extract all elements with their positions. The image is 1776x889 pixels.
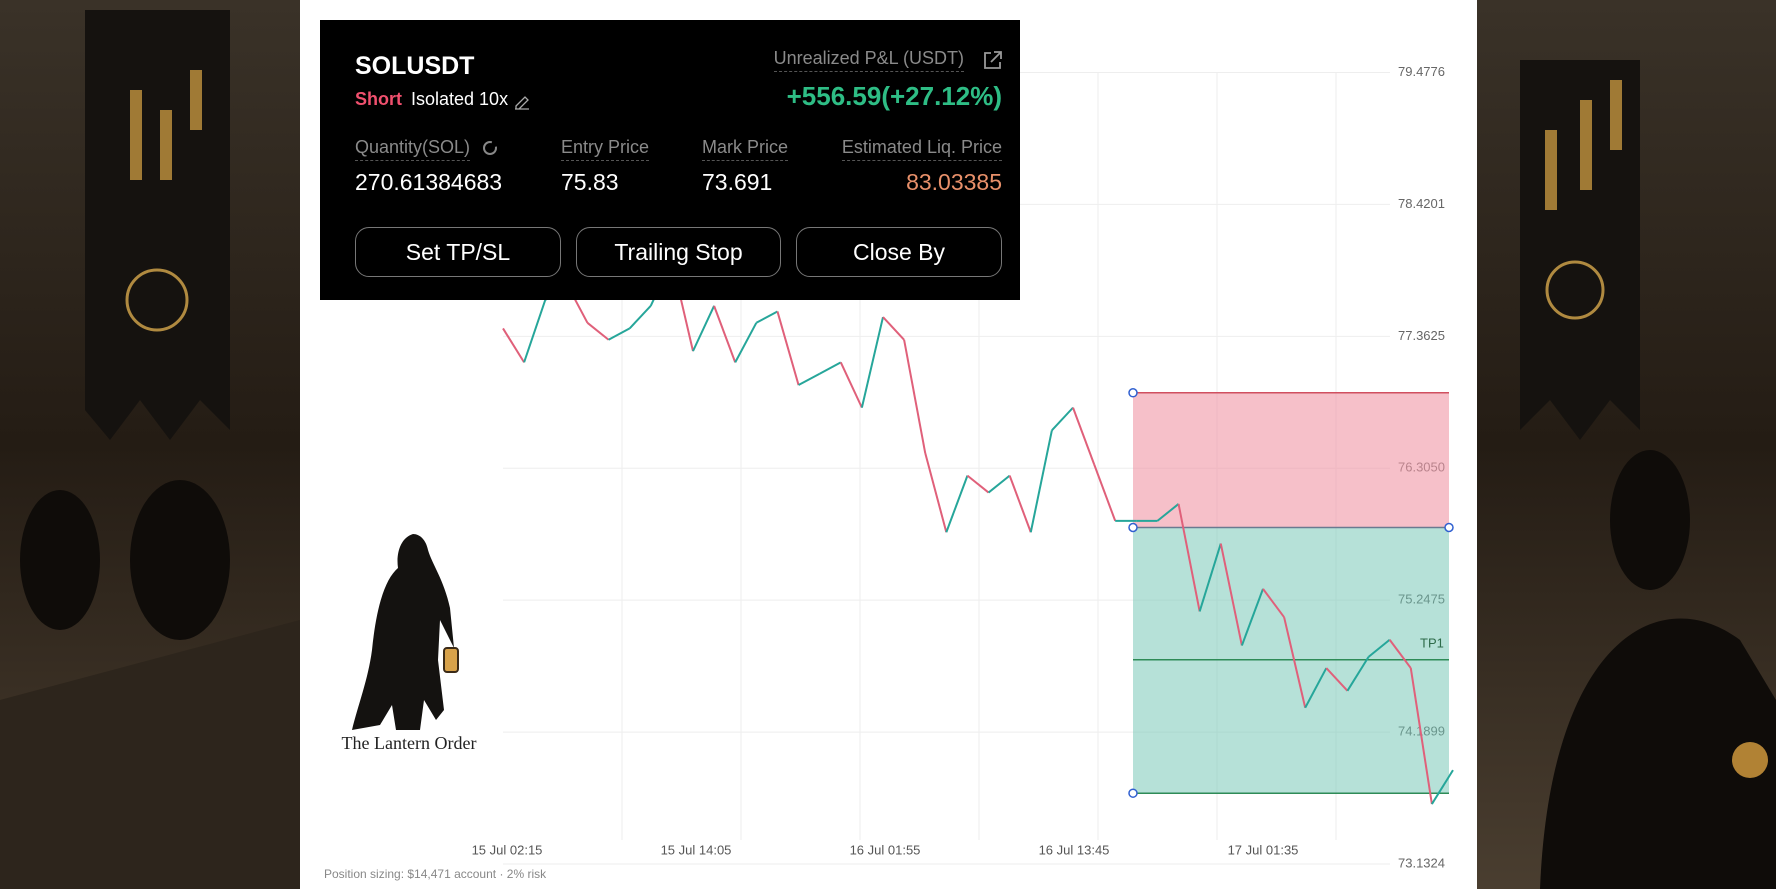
price-segment bbox=[734, 322, 758, 363]
tp-label: TP1 bbox=[1420, 636, 1444, 651]
price-segment bbox=[1051, 406, 1074, 432]
price-segment bbox=[1029, 430, 1053, 533]
footer-note: Position sizing: $14,471 account · 2% ri… bbox=[324, 867, 547, 881]
y-tick-label: 78.4201 bbox=[1398, 196, 1445, 211]
y-tick-label: 77.3625 bbox=[1398, 328, 1445, 343]
button[interactable]: Close By bbox=[796, 227, 1002, 277]
price-segment bbox=[966, 474, 990, 494]
price-segment bbox=[1304, 667, 1328, 709]
price-segment bbox=[1325, 667, 1349, 692]
price-segment bbox=[839, 361, 863, 409]
price-segment bbox=[1072, 407, 1096, 465]
price-segment bbox=[1367, 638, 1391, 658]
price-segment bbox=[1388, 639, 1412, 669]
refresh-icon[interactable] bbox=[481, 139, 499, 157]
price-segment bbox=[924, 452, 948, 533]
price-segment bbox=[1409, 667, 1433, 805]
field-label: Estimated Liq. Price bbox=[841, 137, 1002, 161]
drag-handle bbox=[1128, 788, 1138, 798]
drag-handle bbox=[1128, 388, 1138, 398]
x-tick-label: 17 Jul 01:35 bbox=[1228, 842, 1299, 857]
price-segment bbox=[713, 305, 737, 363]
price-segment bbox=[502, 327, 525, 363]
x-tick-label: 16 Jul 13:45 bbox=[1039, 842, 1110, 857]
stop-zone bbox=[1133, 392, 1449, 528]
price-segment bbox=[1219, 543, 1243, 646]
field-label: Entry Price bbox=[561, 137, 650, 161]
price-segment bbox=[1431, 769, 1454, 805]
side: Short bbox=[355, 89, 402, 109]
field-label: Mark Price bbox=[702, 137, 789, 161]
price-segment bbox=[692, 305, 716, 352]
price-segment bbox=[586, 322, 610, 341]
field-value: 75.83 bbox=[561, 169, 619, 195]
price-segment bbox=[776, 311, 800, 386]
price-segment bbox=[1198, 543, 1222, 612]
price-segment bbox=[755, 310, 778, 324]
price-segment bbox=[860, 316, 884, 408]
x-tick-label: 15 Jul 14:05 bbox=[661, 842, 732, 857]
price-segment bbox=[1240, 588, 1264, 646]
logo-figure bbox=[352, 534, 459, 730]
share-icon[interactable] bbox=[981, 48, 1005, 72]
y-tick-label: 79.4776 bbox=[1398, 64, 1445, 79]
edit-icon[interactable] bbox=[513, 92, 531, 110]
x-tick-label: 15 Jul 02:15 bbox=[472, 842, 543, 857]
pnl-label: Unrealized P&L (USDT) bbox=[773, 48, 964, 72]
symbol: SOLUSDT bbox=[355, 52, 475, 80]
drag-handle bbox=[1444, 522, 1454, 533]
price-segment bbox=[608, 327, 631, 341]
drag-handle bbox=[1128, 522, 1138, 533]
field-value: 83.03385 bbox=[906, 169, 1002, 195]
price-segment bbox=[798, 372, 821, 386]
button[interactable]: Trailing Stop bbox=[576, 227, 781, 277]
unrealized-pnl: +556.59(+27.12%) bbox=[786, 81, 1002, 111]
price-segment bbox=[903, 339, 927, 454]
x-tick-label: 16 Jul 01:55 bbox=[850, 842, 921, 857]
price-segment bbox=[1346, 656, 1370, 692]
y-tick-label: 73.1324 bbox=[1398, 855, 1445, 870]
price-segment bbox=[945, 475, 969, 533]
price-segment bbox=[1262, 588, 1285, 618]
field-value: 270.61384683 bbox=[355, 169, 503, 195]
price-segment bbox=[523, 299, 547, 363]
margin-mode[interactable]: Isolated 10x bbox=[411, 89, 509, 109]
price-segment bbox=[1008, 475, 1032, 533]
position-card: SOLUSDT Short Isolated 10x Unrealized P&… bbox=[320, 20, 1020, 300]
field-value: 73.691 bbox=[702, 169, 773, 195]
price-segment bbox=[987, 474, 1011, 494]
logo-text: The Lantern Order bbox=[341, 733, 477, 753]
field-label: Quantity(SOL) bbox=[355, 137, 471, 161]
price-segment bbox=[1156, 503, 1180, 522]
price-segment bbox=[1283, 616, 1307, 708]
price-segment bbox=[628, 305, 652, 330]
price-segment bbox=[819, 361, 842, 375]
price-segment bbox=[1177, 503, 1201, 612]
button[interactable]: Set TP/SL bbox=[355, 227, 561, 277]
price-segment bbox=[1093, 463, 1117, 522]
price-segment bbox=[882, 316, 905, 341]
